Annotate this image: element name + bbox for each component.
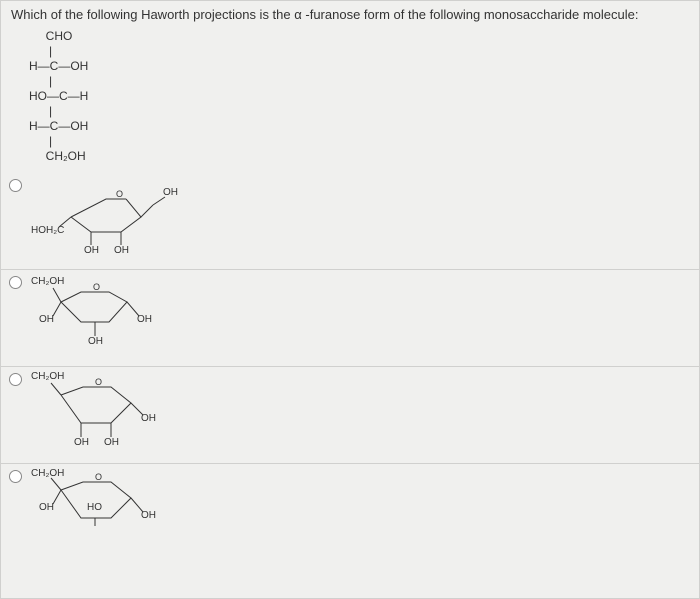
options-list: O HOH₂C OH OH OH — [1, 173, 699, 550]
structure-c: O CH₂OH OH OH OH — [31, 371, 191, 457]
label-ch2oh: CH₂OH — [31, 371, 64, 382]
fischer-projection: CHO | H—C—OH | HO—C—H | H—C—OH | CH₂OH — [29, 30, 699, 165]
fischer-line: | — [29, 135, 699, 150]
label-oh: OH — [114, 245, 129, 256]
svg-text:O: O — [93, 282, 100, 292]
fischer-line: HO—C—H — [29, 90, 699, 105]
label-oh: OH — [104, 437, 119, 448]
ring-d: O — [31, 468, 191, 546]
svg-text:O: O — [95, 377, 102, 387]
fischer-line: | — [29, 105, 699, 120]
fischer-line: CH₂OH — [29, 150, 699, 165]
label-oh: OH — [84, 245, 99, 256]
option-a[interactable]: O HOH₂C OH OH OH — [1, 173, 699, 269]
structure-b: O CH₂OH OH OH OH — [31, 274, 191, 360]
label-oh: OH — [163, 187, 178, 198]
label-ch2oh: CH₂OH — [31, 276, 64, 287]
radio-d[interactable] — [9, 470, 22, 483]
svg-text:O: O — [116, 189, 123, 199]
label-ch2oh: CH₂OH — [31, 468, 64, 479]
fischer-line: | — [29, 75, 699, 90]
label-hoh2c: HOH₂C — [31, 225, 64, 236]
radio-b[interactable] — [9, 276, 22, 289]
fischer-line: | — [29, 45, 699, 60]
label-oh: OH — [39, 502, 54, 513]
question-panel: Which of the following Haworth projectio… — [0, 0, 700, 599]
fischer-line: H—C—OH — [29, 60, 699, 75]
label-oh: OH — [141, 510, 156, 521]
structure-a: O HOH₂C OH OH OH — [31, 177, 191, 263]
label-oh: OH — [141, 413, 156, 424]
radio-a[interactable] — [9, 179, 22, 192]
label-ho: HO — [87, 502, 102, 513]
label-oh: OH — [39, 314, 54, 325]
fischer-line: H—C—OH — [29, 120, 699, 135]
question-text: Which of the following Haworth projectio… — [1, 1, 699, 28]
label-oh: OH — [88, 336, 103, 347]
option-b[interactable]: O CH₂OH OH OH OH — [1, 269, 699, 366]
svg-text:O: O — [95, 472, 102, 482]
fischer-line: CHO — [29, 30, 699, 45]
option-d[interactable]: O CH₂OH OH HO OH — [1, 463, 699, 550]
radio-c[interactable] — [9, 373, 22, 386]
label-oh: OH — [74, 437, 89, 448]
label-oh: OH — [137, 314, 152, 325]
option-c[interactable]: O CH₂OH OH OH OH — [1, 366, 699, 463]
structure-d: O CH₂OH OH HO OH — [31, 468, 191, 546]
